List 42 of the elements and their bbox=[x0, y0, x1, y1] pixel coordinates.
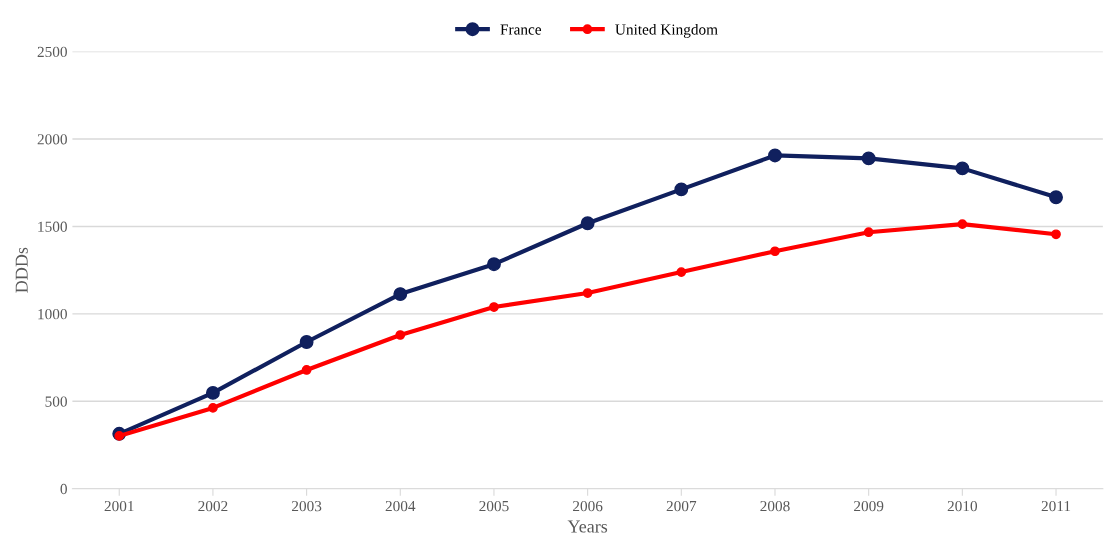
y-tick-label: 2500 bbox=[37, 46, 67, 58]
legend-label: United Kingdom bbox=[615, 23, 718, 38]
point bbox=[299, 335, 314, 349]
x-tick-label: 2004 bbox=[385, 500, 416, 512]
point bbox=[770, 246, 780, 257]
y-tick-label: 1500 bbox=[38, 221, 67, 232]
x-tick-label: 2002 bbox=[198, 500, 228, 512]
point bbox=[955, 161, 970, 176]
point bbox=[114, 431, 125, 441]
point bbox=[487, 257, 501, 272]
point bbox=[674, 182, 689, 197]
x-tick-label: 2010 bbox=[947, 500, 978, 512]
point bbox=[301, 365, 312, 375]
x-tick-label: 2006 bbox=[573, 500, 603, 512]
x-tick-label: 2009 bbox=[854, 500, 884, 512]
x-tick-label: 2005 bbox=[479, 500, 509, 512]
point bbox=[395, 330, 406, 340]
point bbox=[957, 219, 968, 230]
point bbox=[393, 287, 408, 302]
y-tick-label: 500 bbox=[45, 396, 67, 407]
x-tick-label: 2008 bbox=[760, 500, 790, 512]
point bbox=[489, 302, 499, 312]
x-tick-label: 2001 bbox=[104, 500, 134, 512]
x-tick-label: 2003 bbox=[292, 500, 322, 512]
x-tick-label: 2011 bbox=[1041, 500, 1071, 512]
legend-label: France bbox=[500, 24, 542, 35]
point bbox=[1051, 229, 1061, 240]
point bbox=[768, 148, 782, 163]
point bbox=[863, 227, 874, 238]
y-tick-label: 1000 bbox=[38, 308, 67, 320]
y-tick-label: 2000 bbox=[37, 134, 67, 145]
point bbox=[861, 151, 876, 166]
x-tick-label: 2007 bbox=[666, 500, 697, 512]
point bbox=[208, 403, 218, 413]
point bbox=[580, 216, 595, 231]
point bbox=[582, 288, 593, 298]
point bbox=[1049, 190, 1063, 205]
y-axis-title: DDDs bbox=[15, 247, 28, 293]
point bbox=[676, 267, 687, 277]
y-tick-label: 0 bbox=[60, 483, 67, 495]
x-axis-title: Years bbox=[567, 520, 608, 533]
point bbox=[205, 385, 220, 400]
